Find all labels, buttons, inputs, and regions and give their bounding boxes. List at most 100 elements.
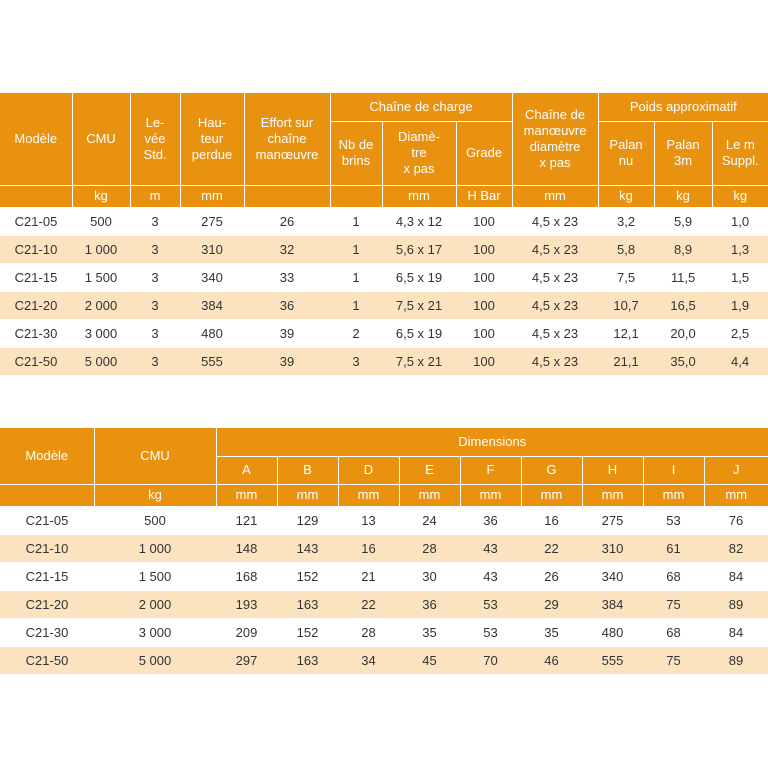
table-row: C21-05 500 121 129 13 24 36 16 275 53 76 [0,506,768,535]
value-cell: 3 [130,235,180,264]
value-cell: 36 [399,590,460,619]
value-cell: 53 [643,506,704,535]
value-cell: 168 [216,562,277,591]
unit-cell [330,185,383,208]
value-cell: 4,5 x 23 [512,235,599,264]
value-cell: 340 [582,562,643,591]
value-cell: 68 [643,562,704,591]
unit-cell [0,185,73,208]
value-cell: 22 [338,590,399,619]
value-cell: 3 [130,319,180,348]
value-cell: 384 [582,590,643,619]
unit-cell: kg [598,185,655,208]
value-cell: 100 [456,347,513,376]
header-modele: Modèle [0,93,73,186]
dimensions-table-body: C21-05 500 121 129 13 24 36 16 275 53 76 C21-10 1 00… [0,506,768,675]
value-cell: 5 000 [72,347,130,376]
value-cell: 35 [521,618,582,647]
value-cell: 36 [244,291,330,320]
value-cell: 1,0 [712,207,768,236]
value-cell: 2 [330,319,382,348]
value-cell: 275 [180,207,244,236]
value-cell: 75 [643,590,704,619]
unit-cell: H Bar [456,185,513,208]
unit-cell: mm [277,484,339,507]
value-cell: 11,5 [654,263,713,292]
model-cell: C21-05 [0,207,72,236]
value-cell: 39 [244,319,330,348]
value-cell: 7,5 [598,263,655,292]
value-cell: 152 [277,562,338,591]
unit-cell: mm [582,484,644,507]
value-cell: 35 [399,618,460,647]
header-dimension-letter: I [643,456,705,485]
header-dimension-letter: F [460,456,522,485]
value-cell: 1 [330,235,382,264]
header-palan-3m: Palan 3m [654,121,713,186]
value-cell: 480 [582,618,643,647]
unit-cell [0,484,95,507]
value-cell: 100 [456,263,513,292]
model-cell: C21-05 [0,506,94,535]
value-cell: 32 [244,235,330,264]
value-cell: 209 [216,618,277,647]
value-cell: 3,2 [598,207,655,236]
value-cell: 46 [521,646,582,675]
value-cell: 16,5 [654,291,713,320]
value-cell: 3 [130,291,180,320]
model-cell: C21-10 [0,235,72,264]
unit-cell: mm [643,484,705,507]
value-cell: 1,5 [712,263,768,292]
units-row: kg mm mm mm mm mm mm mm mm mm [0,484,768,507]
value-cell: 3 [130,263,180,292]
model-cell: C21-15 [0,562,94,591]
value-cell: 310 [582,534,643,563]
value-cell: 4,3 x 12 [382,207,456,236]
value-cell: 34 [338,646,399,675]
header-chaine-de-manoeuvre: Chaîne de manœuvre diamètre x pas [512,93,599,186]
value-cell: 53 [460,618,521,647]
header-levee: Le- vée Std. [130,93,181,186]
table-row: C21-10 1 000 148 143 16 28 43 22 310 61 82 [0,534,768,563]
value-cell: 16 [521,506,582,535]
value-cell: 76 [704,506,768,535]
unit-cell: m [130,185,181,208]
value-cell: 28 [399,534,460,563]
header-dimension-letter: J [704,456,768,485]
value-cell: 3 [130,347,180,376]
value-cell: 2,5 [712,319,768,348]
value-cell: 500 [72,207,130,236]
value-cell: 4,5 x 23 [512,347,599,376]
value-cell: 3 [130,207,180,236]
value-cell: 12,1 [598,319,655,348]
header-dimension-letter: G [521,456,583,485]
value-cell: 24 [399,506,460,535]
model-cell: C21-20 [0,590,94,619]
value-cell: 100 [456,235,513,264]
unit-cell: mm [180,185,245,208]
header-chaine-de-charge: Chaîne de charge [330,93,513,122]
table-row: C21-15 1 500 168 152 21 30 43 26 340 68 84 [0,562,768,591]
unit-cell: mm [521,484,583,507]
value-cell: 89 [704,646,768,675]
value-cell: 89 [704,590,768,619]
value-cell: 7,5 x 21 [382,291,456,320]
value-cell: 36 [460,506,521,535]
value-cell: 480 [180,319,244,348]
value-cell: 275 [582,506,643,535]
header-dimension-letter: A [216,456,278,485]
header-cmu: CMU [94,428,217,485]
header-effort: Effort sur chaîne manœuvre [244,93,331,186]
value-cell: 6,5 x 19 [382,319,456,348]
header-le-m-suppl: Le m Suppl. [712,121,768,186]
value-cell: 193 [216,590,277,619]
value-cell: 129 [277,506,338,535]
value-cell: 121 [216,506,277,535]
value-cell: 43 [460,534,521,563]
unit-cell: mm [704,484,768,507]
value-cell: 5,9 [654,207,713,236]
unit-cell: mm [382,185,457,208]
value-cell: 39 [244,347,330,376]
value-cell: 22 [521,534,582,563]
value-cell: 16 [338,534,399,563]
